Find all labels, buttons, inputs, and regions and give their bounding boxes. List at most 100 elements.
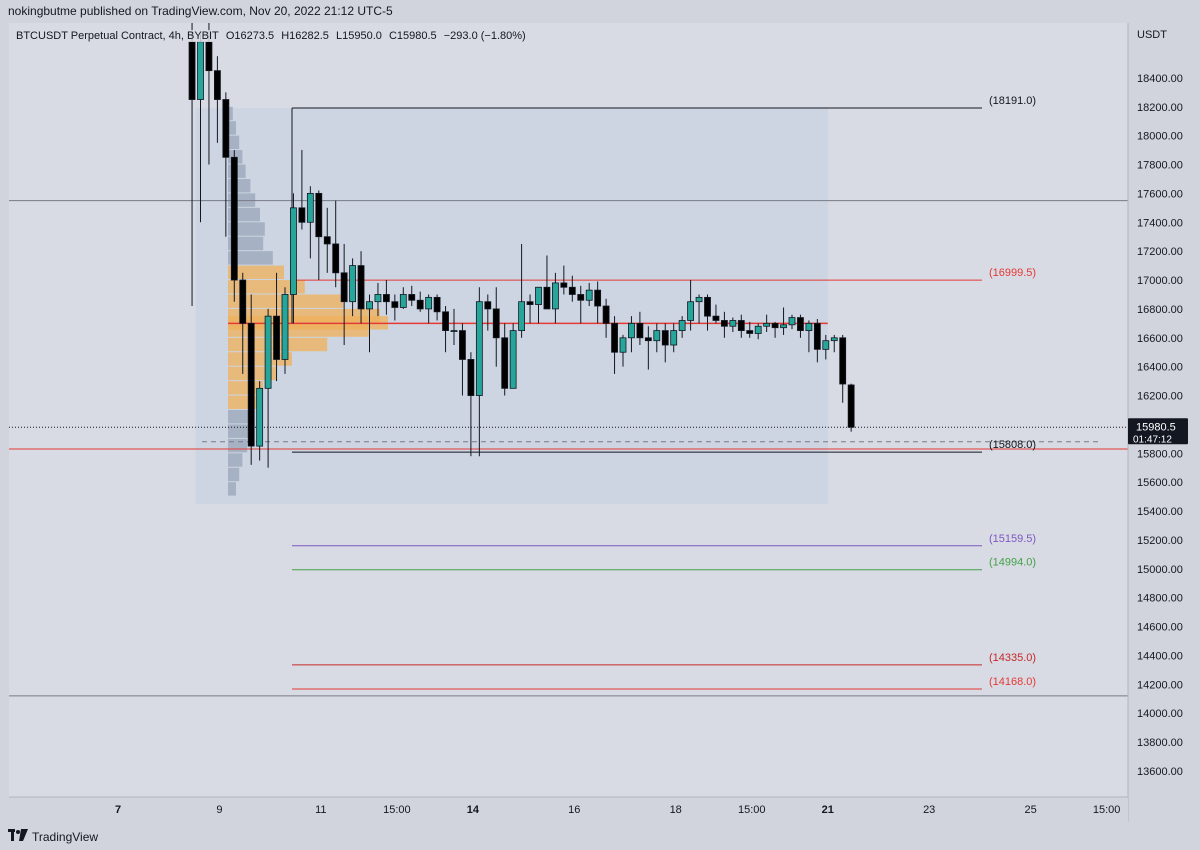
- candle-body: [281, 294, 289, 360]
- candle: [695, 294, 703, 324]
- candle-body: [763, 322, 771, 327]
- volume-profile-bar: [228, 280, 305, 294]
- price-tick-label: 13600.00: [1137, 766, 1183, 778]
- candle-body: [628, 322, 635, 339]
- candle-body: [670, 330, 678, 346]
- current-price-tag: [1128, 418, 1188, 445]
- candle: [628, 316, 635, 353]
- time-tick-label: 9: [216, 804, 222, 816]
- candle: [509, 323, 517, 389]
- candle-body: [306, 192, 314, 223]
- candle-body: [197, 41, 204, 100]
- tradingview-logo[interactable]: TradingView: [8, 829, 98, 844]
- volume-profile-bar: [228, 121, 236, 135]
- price-tick-label: 13800.00: [1137, 737, 1183, 749]
- candle-body: [577, 294, 585, 301]
- price-tick-label: 18000.00: [1137, 131, 1183, 143]
- candle-body: [822, 340, 830, 350]
- price-tick-label: 15600.00: [1137, 477, 1183, 489]
- candle-body: [256, 387, 264, 447]
- price-tick-label: 15000.00: [1137, 564, 1183, 576]
- candle: [247, 294, 255, 465]
- plot-area: (18191.0) (16999.5) (15808.0) (15159.5) (149…: [9, 23, 1128, 697]
- candle: [526, 294, 534, 324]
- candle-body: [712, 315, 720, 321]
- candle: [374, 282, 382, 317]
- time-tick-label: 15:00: [383, 804, 411, 816]
- level-label: (15808.0): [989, 439, 1036, 451]
- candle: [788, 314, 796, 330]
- price-tick-label: 15800.00: [1137, 448, 1183, 460]
- ohlc-low: L15950.0: [336, 30, 382, 42]
- candle-body: [349, 265, 357, 303]
- candle-body: [526, 301, 534, 305]
- level-label: (14335.0): [989, 652, 1036, 664]
- candle: [408, 285, 416, 307]
- candle: [754, 323, 762, 340]
- candle: [349, 258, 357, 317]
- candle: [459, 323, 466, 396]
- volume-profile-bar: [228, 438, 248, 453]
- candle-body: [247, 322, 255, 447]
- price-tick-label: 14400.00: [1137, 650, 1183, 662]
- price-tick-label: 16600.00: [1137, 333, 1183, 345]
- candle: [737, 314, 745, 338]
- candle-body: [678, 320, 686, 331]
- time-tick-label: 7: [115, 804, 121, 816]
- price-tick-label: 17400.00: [1137, 217, 1183, 229]
- candle-body: [788, 317, 796, 326]
- candle: [670, 323, 678, 353]
- candle: [340, 243, 348, 346]
- candle-body: [475, 301, 483, 396]
- candle-body: [264, 315, 272, 389]
- candle-body: [382, 294, 390, 303]
- candle-body: [746, 330, 754, 334]
- candle-body: [230, 156, 238, 281]
- candle: [644, 326, 652, 370]
- candle-body: [492, 308, 500, 339]
- time-tick-label: 21: [822, 804, 834, 816]
- candle: [492, 287, 500, 367]
- candle: [568, 275, 576, 302]
- candle: [543, 255, 551, 310]
- footer: [0, 822, 1200, 850]
- candle-body: [636, 322, 644, 339]
- candle-body: [780, 324, 787, 329]
- candle: [661, 323, 669, 363]
- tradingview-logo-text: TradingView: [32, 829, 99, 844]
- candle: [306, 186, 314, 259]
- candle-body: [771, 322, 779, 329]
- candle: [264, 308, 272, 468]
- candle: [839, 334, 847, 403]
- candle: [213, 56, 221, 143]
- time-tick-label: 15:00: [738, 804, 766, 816]
- candle-body: [535, 286, 542, 305]
- candle: [484, 294, 492, 331]
- chart-canvas[interactable]: (18191.0) (16999.5) (15808.0) (15159.5) (149…: [0, 0, 1200, 822]
- candle-body: [188, 41, 196, 100]
- candle: [577, 285, 585, 324]
- candle-body: [416, 299, 424, 310]
- candle-body: [374, 294, 382, 303]
- candle: [391, 294, 399, 321]
- candle: [382, 280, 390, 315]
- candle: [729, 317, 737, 333]
- symbol-name[interactable]: BTCUSDT Perpetual Contract, 4h, BYBIT: [16, 30, 219, 42]
- candle-body: [619, 337, 627, 353]
- candle-body: [315, 192, 323, 238]
- price-tick-label: 14200.00: [1137, 679, 1183, 691]
- candle-body: [737, 320, 745, 331]
- ohlc-close: C15980.5: [388, 30, 437, 42]
- candle-body: [484, 301, 492, 310]
- candle: [239, 272, 247, 374]
- candle-body: [391, 301, 399, 308]
- candle: [357, 251, 365, 324]
- candle: [602, 298, 610, 338]
- candle-body: [332, 243, 340, 274]
- candle: [450, 308, 458, 346]
- candle: [475, 287, 483, 457]
- level-label: (14168.0): [989, 676, 1036, 688]
- candle-body: [213, 70, 221, 100]
- candle: [830, 334, 838, 353]
